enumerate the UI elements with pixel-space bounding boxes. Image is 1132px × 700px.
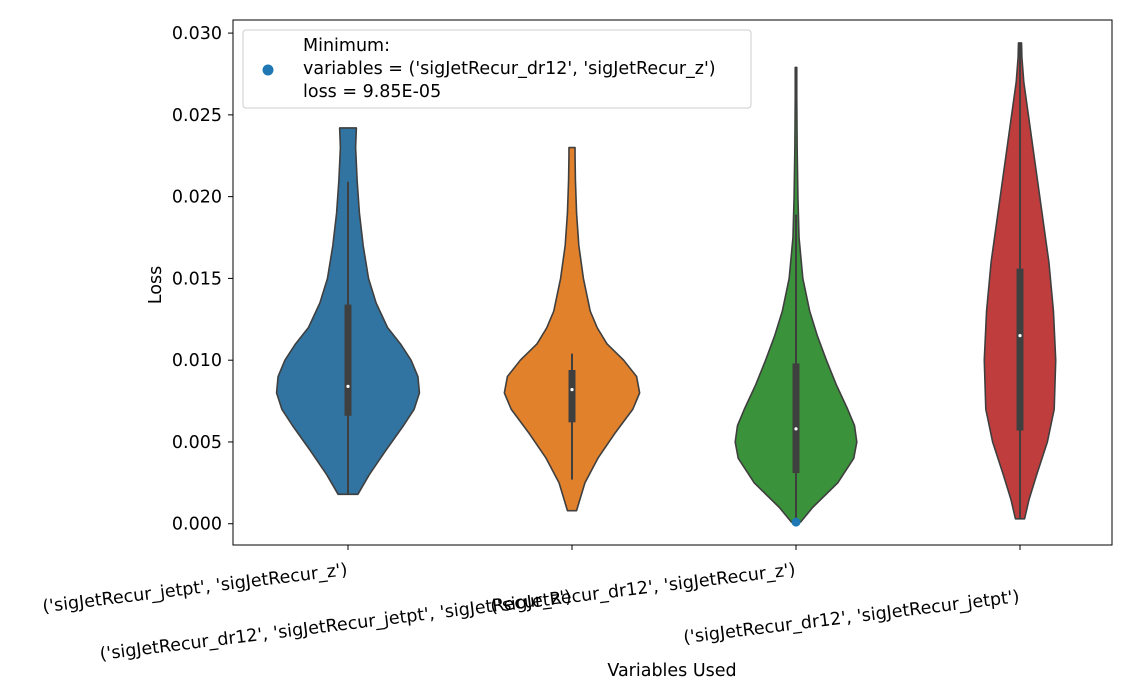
violin-body <box>503 146 641 512</box>
inner-boxes-group <box>344 42 1024 523</box>
x-tick-label: ('sigJetRecur_dr12', 'sigJetRecur_jetpt'… <box>682 587 1020 648</box>
y-tick-label: 0.025 <box>172 106 222 126</box>
y-tick-label: 0.020 <box>172 188 222 208</box>
violin-median-dot <box>346 384 350 388</box>
legend-marker-icon <box>262 64 274 76</box>
legend-variables: variables = ('sigJetRecur_dr12', 'sigJet… <box>303 59 716 79</box>
legend-box <box>242 29 752 109</box>
y-axis: 0.000 0.005 0.010 0.015 0.020 0.025 0.030 <box>172 24 233 535</box>
x-axis-title: Variables Used <box>607 661 736 681</box>
violin-iqr-box <box>568 370 576 423</box>
x-tick-label: ('sigJetRecur_jetpt', 'sigJetRecur_z') <box>41 560 348 617</box>
y-tick-label: 0.000 <box>172 515 222 535</box>
y-tick-label: 0.015 <box>172 269 222 289</box>
y-tick-label: 0.005 <box>172 433 222 453</box>
violin-iqr-box <box>344 304 352 416</box>
legend: Minimum: variables = ('sigJetRecur_dr12'… <box>242 29 752 109</box>
y-axis-title: Loss <box>146 266 166 304</box>
x-axis: ('sigJetRecur_jetpt', 'sigJetRecur_z') ('… <box>41 545 1021 665</box>
y-tick-label: 0.030 <box>172 24 222 44</box>
minimum-point-group <box>791 517 801 527</box>
violin-median-dot <box>570 388 574 392</box>
violin-iqr-box <box>1016 268 1024 431</box>
minimum-point-marker <box>791 517 801 527</box>
y-tick-label: 0.010 <box>172 351 222 371</box>
legend-loss: loss = 9.85E-05 <box>303 82 441 102</box>
x-tick-label: ('sigJetRecur_dr12', 'sigJetRecur_z') <box>489 560 796 617</box>
plot-frame <box>232 19 1113 546</box>
violin-median-dot <box>794 427 798 431</box>
violin-iqr-box <box>792 363 800 474</box>
legend-title: Minimum: <box>303 36 390 56</box>
violin-median-dot <box>1018 334 1022 338</box>
